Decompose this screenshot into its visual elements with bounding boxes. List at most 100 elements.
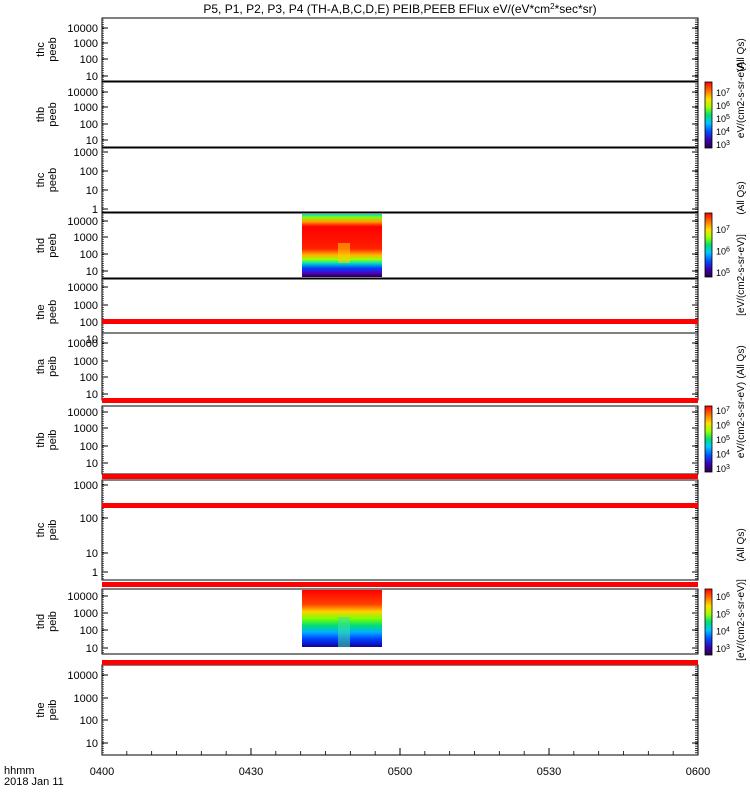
y-tick-label: 1 (92, 567, 98, 579)
panel-thc-peeb: thc peeb 10000 1000 100 10 (35, 17, 699, 83)
y-tick-label: 1000 (74, 480, 98, 492)
y-tick-label: 100 (80, 249, 98, 261)
colorbar-tick-label: 105 (716, 609, 730, 619)
y-tick-label: 10 (86, 643, 98, 655)
red-gap-bar (102, 660, 698, 665)
spectrogram-dip (338, 243, 350, 263)
colorbar-tick-label: 104 (716, 450, 730, 460)
panel-product-label: peeb (47, 233, 59, 257)
panel-frame (101, 147, 699, 213)
y-tick-label: 10 (86, 71, 98, 83)
y-tick-label: 10 (86, 135, 98, 147)
y-tick-label: 10000 (67, 670, 98, 682)
panel-thc-peib: thc peib 1000 100 10 1 (35, 479, 699, 581)
panel-thd-peeb: thd peeb 10000 1000 100 10 (35, 212, 699, 279)
y-tick-label: 10000 (67, 23, 98, 35)
y-tick-label: 10000 (67, 338, 98, 350)
red-gap-bar (102, 503, 698, 508)
panel-probe-label: the (35, 304, 47, 319)
panel-frame (101, 81, 699, 148)
y-tick-label: 1000 (74, 608, 98, 620)
colorbar-tick-label: 103 (716, 140, 730, 150)
panel-frame (101, 664, 699, 756)
panel-product-label: peeb (47, 168, 59, 192)
y-tick-label: 100 (80, 119, 98, 131)
date-label: 2018 Jan 11 (4, 776, 64, 788)
panel-probe-label: thd (35, 238, 47, 253)
panel-thb-peib: thb peib 10000 1000 100 10 (35, 405, 699, 475)
cbar-label-peeb-top: eV/(cm2-s-sr-eV) (736, 62, 747, 138)
colorbar-tick-label: 107 (716, 406, 730, 416)
y-tick-label: 1000 (74, 102, 98, 114)
colorbar-tick-label: 103 (716, 464, 730, 474)
panel-the-peib: the peib 10000 1000 100 10 (35, 664, 699, 756)
red-gap-bars (102, 319, 698, 665)
time-format-label: hhmm (4, 765, 35, 777)
panel-probe-label: thb (35, 432, 47, 447)
cbar-label-peeb-allqs: (All Qs) (736, 181, 747, 214)
y-tick-label: 1000 (74, 423, 98, 435)
y-tick-label: 10 (86, 738, 98, 750)
y-tick-label: 10000 (67, 282, 98, 294)
red-gap-bar (102, 319, 698, 324)
panel-probe-label: thc (35, 42, 47, 57)
y-tick-label: 10000 (67, 407, 98, 419)
y-tick-label: 1000 (74, 147, 98, 159)
y-tick-label: 10 (86, 458, 98, 470)
panel-probe-label: thb (35, 107, 47, 122)
panel-product-label: peeb (47, 102, 59, 126)
cbar-label-peeb-bottom: [eV/(cm2-s-sr-eV)] (736, 234, 747, 316)
y-tick-label: 10 (86, 266, 98, 278)
cbar-label-peib-bottom: [eV/(cm2-s-sr-eV)] (736, 579, 747, 661)
cbar-label-peib-allqs: (All Qs) (736, 528, 747, 561)
y-tick-label: 10 (86, 548, 98, 560)
panel-product-label: peib (47, 356, 59, 377)
y-tick-label: 100 (80, 54, 98, 66)
red-gap-bar (102, 398, 698, 403)
cbar-label-peib-top: eV/(cm2-s-sr-eV) (736, 382, 747, 458)
panel-frame (101, 405, 699, 475)
panel-frame (101, 588, 699, 655)
colorbar-tick-label: 105 (716, 114, 730, 124)
x-tick-label: 0500 (388, 766, 412, 778)
y-tick-label: 10 (86, 334, 98, 346)
panel-probe-label: thc (35, 522, 47, 537)
colorbar-tick-label: 103 (716, 644, 730, 654)
y-tick-label: 1000 (74, 232, 98, 244)
panel-probe-label: tha (35, 358, 47, 374)
colorbar-peib-top (704, 405, 713, 473)
panel-thb-peeb: thb peeb 10000 1000 100 10 (35, 81, 699, 148)
figure-title: P5, P1, P2, P3, P4 (TH-A,B,C,D,E) PEIB,P… (203, 2, 596, 16)
y-tick-label: 100 (80, 372, 98, 384)
colorbar-tick-label: 107 (716, 225, 730, 235)
panel-frame (101, 479, 699, 581)
panel-product-label: peib (47, 520, 59, 541)
y-tick-label: 1000 (74, 693, 98, 705)
cbar-label-peib-allqs-top: (All Qs) (736, 345, 747, 378)
panel-frame (101, 212, 699, 279)
panel-product-label: peib (47, 700, 59, 721)
time-axis: 0400 0430 0500 0530 0600 (90, 748, 710, 778)
x-tick-label: 0400 (90, 766, 114, 778)
colorbar-peib-thd (704, 588, 713, 656)
panel-probe-label: the (35, 702, 47, 717)
y-tick-label: 1000 (74, 356, 98, 368)
panel-thd-peib: thd peib 10000 1000 100 10 (35, 588, 699, 655)
cbar-label-peeb-allqs-top: (All Qs) (736, 38, 747, 71)
y-tick-label: 100 (80, 441, 98, 453)
colorbar-tick-label: 104 (716, 627, 730, 637)
y-tick-label: 10 (86, 389, 98, 401)
colorbar-peeb-thd (704, 212, 713, 278)
y-tick-label: 100 (80, 513, 98, 525)
colorbar-tick-label: 104 (716, 127, 730, 137)
y-tick-label: 100 (80, 317, 98, 329)
red-gap-bar (102, 582, 698, 587)
y-tick-label: 10000 (67, 87, 98, 99)
colorbar-tick-label: 105 (716, 268, 730, 278)
y-tick-label: 1000 (74, 300, 98, 312)
y-tick-label: 1000 (74, 38, 98, 50)
red-gap-bar (102, 474, 698, 479)
panel-tha-peib: tha peib 10000 1000 100 10 (35, 332, 699, 401)
